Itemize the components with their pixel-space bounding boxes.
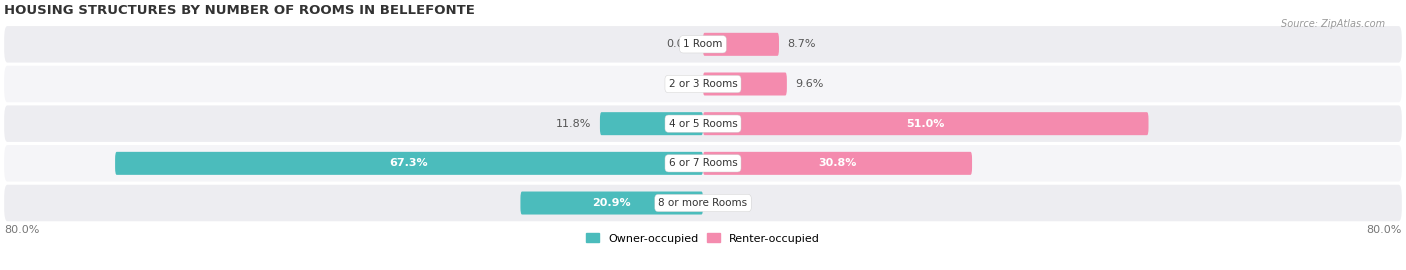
Text: 0.0%: 0.0%	[711, 198, 740, 208]
Text: 67.3%: 67.3%	[389, 158, 429, 168]
FancyBboxPatch shape	[703, 72, 787, 96]
Text: 4 or 5 Rooms: 4 or 5 Rooms	[669, 119, 737, 129]
FancyBboxPatch shape	[4, 105, 1402, 142]
Text: 0.0%: 0.0%	[666, 79, 695, 89]
Text: Source: ZipAtlas.com: Source: ZipAtlas.com	[1281, 19, 1385, 29]
Text: 8.7%: 8.7%	[787, 39, 817, 49]
FancyBboxPatch shape	[115, 152, 703, 175]
FancyBboxPatch shape	[703, 33, 779, 56]
Legend: Owner-occupied, Renter-occupied: Owner-occupied, Renter-occupied	[586, 233, 820, 244]
Text: 80.0%: 80.0%	[1367, 225, 1402, 235]
Text: 2 or 3 Rooms: 2 or 3 Rooms	[669, 79, 737, 89]
Text: 1 Room: 1 Room	[683, 39, 723, 49]
Text: 80.0%: 80.0%	[4, 225, 39, 235]
FancyBboxPatch shape	[703, 152, 972, 175]
FancyBboxPatch shape	[4, 145, 1402, 182]
Text: 20.9%: 20.9%	[592, 198, 631, 208]
Text: 8 or more Rooms: 8 or more Rooms	[658, 198, 748, 208]
FancyBboxPatch shape	[4, 66, 1402, 102]
Text: 6 or 7 Rooms: 6 or 7 Rooms	[669, 158, 737, 168]
FancyBboxPatch shape	[520, 191, 703, 215]
Text: 30.8%: 30.8%	[818, 158, 856, 168]
FancyBboxPatch shape	[4, 26, 1402, 63]
Text: 0.0%: 0.0%	[666, 39, 695, 49]
Text: HOUSING STRUCTURES BY NUMBER OF ROOMS IN BELLEFONTE: HOUSING STRUCTURES BY NUMBER OF ROOMS IN…	[4, 4, 475, 17]
FancyBboxPatch shape	[600, 112, 703, 135]
FancyBboxPatch shape	[703, 112, 1149, 135]
FancyBboxPatch shape	[4, 185, 1402, 221]
Text: 51.0%: 51.0%	[907, 119, 945, 129]
Text: 9.6%: 9.6%	[796, 79, 824, 89]
Text: 11.8%: 11.8%	[555, 119, 591, 129]
